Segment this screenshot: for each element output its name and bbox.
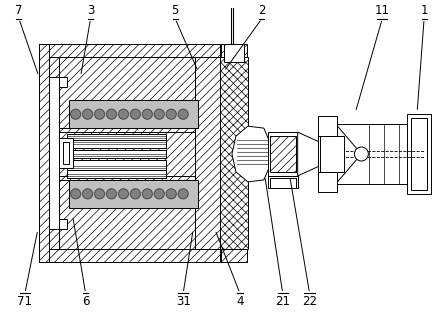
Bar [338, 124, 427, 184]
Bar [411, 118, 427, 190]
Bar [221, 45, 247, 57]
Circle shape [71, 189, 81, 199]
Circle shape [94, 189, 105, 199]
Circle shape [130, 189, 140, 199]
Bar [59, 219, 67, 229]
Bar [318, 116, 338, 192]
Bar [270, 178, 295, 188]
Bar [67, 134, 166, 140]
Bar [195, 57, 220, 249]
Text: 3: 3 [87, 4, 94, 17]
Circle shape [94, 109, 105, 119]
Bar [220, 45, 230, 261]
Bar [39, 249, 230, 261]
Text: 7: 7 [15, 4, 23, 17]
Bar [220, 57, 248, 249]
Bar [67, 170, 166, 178]
Circle shape [166, 189, 176, 199]
Circle shape [82, 109, 93, 119]
Bar [59, 128, 220, 180]
Bar [270, 136, 295, 172]
Circle shape [71, 109, 81, 119]
Text: 4: 4 [236, 295, 244, 308]
Polygon shape [298, 132, 319, 176]
Circle shape [178, 109, 188, 119]
Bar [224, 45, 244, 62]
Bar [49, 57, 59, 77]
Text: 2: 2 [258, 4, 265, 17]
Bar [59, 57, 220, 249]
Bar [69, 100, 198, 128]
Circle shape [354, 147, 369, 161]
Circle shape [106, 189, 117, 199]
Bar [39, 45, 230, 57]
Bar [67, 160, 166, 170]
Bar [268, 132, 298, 176]
Bar [39, 45, 49, 261]
Bar [59, 128, 220, 132]
Bar [67, 150, 166, 158]
Bar [59, 77, 67, 87]
Circle shape [166, 109, 176, 119]
Text: 71: 71 [17, 295, 32, 308]
Circle shape [106, 109, 117, 119]
Bar [69, 180, 198, 208]
Text: 5: 5 [171, 4, 179, 17]
Bar [319, 136, 345, 172]
Bar [63, 142, 69, 164]
Bar [49, 229, 59, 249]
Circle shape [118, 109, 128, 119]
Bar [268, 176, 298, 188]
Circle shape [118, 189, 128, 199]
Circle shape [82, 189, 93, 199]
Text: 6: 6 [82, 295, 89, 308]
Text: 22: 22 [302, 295, 317, 308]
Text: 1: 1 [420, 4, 428, 17]
Circle shape [154, 189, 164, 199]
Circle shape [178, 189, 188, 199]
Text: 31: 31 [176, 295, 190, 308]
Bar [407, 114, 431, 194]
Text: 21: 21 [275, 295, 290, 308]
Polygon shape [232, 126, 270, 182]
Bar [221, 249, 247, 261]
Circle shape [142, 189, 152, 199]
Bar [49, 77, 59, 229]
Text: 11: 11 [375, 4, 390, 17]
Bar [59, 138, 73, 168]
Bar [67, 140, 166, 148]
Bar [59, 176, 220, 180]
Circle shape [142, 109, 152, 119]
Circle shape [154, 109, 164, 119]
Circle shape [130, 109, 140, 119]
